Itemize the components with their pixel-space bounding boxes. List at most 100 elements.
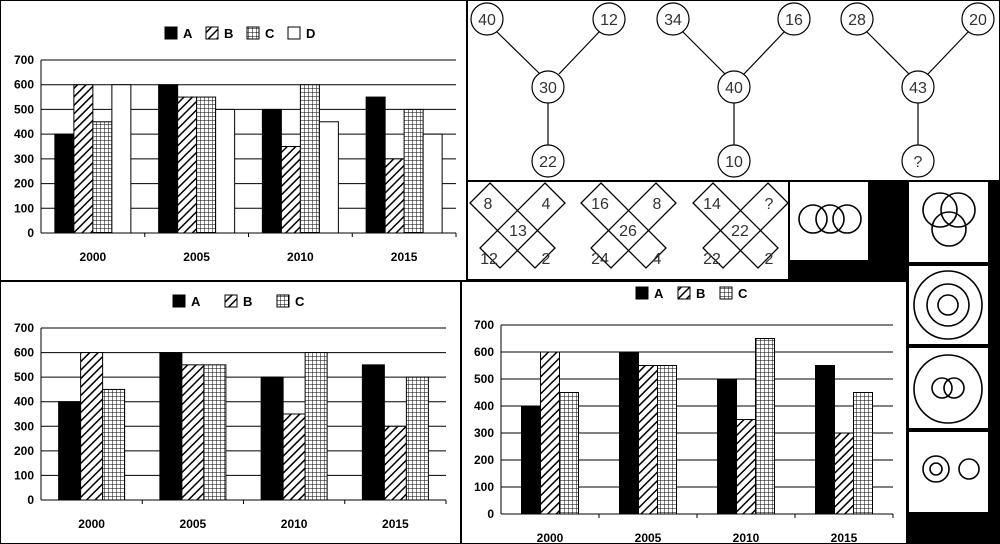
bar-a-2010 [260,376,284,501]
cross-puzzle-3: 14 ? 22 22 2 [692,182,789,269]
legend-label-a: A [654,286,664,301]
legend-label-b: B [243,294,252,309]
bar-c-2015 [853,392,873,515]
y-tick-label: 400 [14,127,34,141]
bar-a-2005 [619,351,639,515]
legend-swatch-c [719,286,733,300]
x-tick-label: 2000 [78,517,105,531]
tree-3-right-number: 20 [969,12,987,29]
option-panel-3 [909,348,988,428]
y-tick-label: 700 [474,318,494,332]
x-tick-label: 2015 [831,531,858,544]
x-tick-label: 2015 [391,250,418,264]
circles-option-panel [790,182,868,260]
y-tick-label: 700 [14,321,34,335]
bar-d-2000 [111,84,132,234]
y-tick-label: 400 [14,395,34,409]
cross-3-top-left: 14 [703,196,721,213]
tree-3-left-number: 28 [848,12,866,29]
option-panel-2 [909,266,988,344]
bar-a-2015 [365,96,386,234]
y-tick-label: 500 [14,102,34,116]
y-tick-label: 100 [14,468,34,482]
three-chained-circles-diagram [798,204,862,234]
legend-label-d: D [306,26,315,41]
legend-swatch-b [205,26,219,40]
y-tick-label: 400 [474,399,494,413]
legend-label-c: C [265,26,275,41]
y-tick-label: 700 [14,53,34,67]
bar-b-2015 [383,425,407,501]
x-tick-label: 2005 [180,517,207,531]
bar-c-2005 [203,364,227,501]
tree-puzzle-2: 34 16 40 10 [656,2,811,178]
x-tick-label: 2010 [281,517,308,531]
bar-d-2005 [215,108,236,234]
tree-2-bottom-number: 10 [725,154,743,171]
legend-label-a: A [183,26,193,41]
bar-a-2015 [815,365,835,515]
bar-b-2010 [280,146,301,234]
y-tick-label: 600 [14,78,34,92]
y-tick-label: 0 [27,226,34,240]
y-tick-label: 600 [474,345,494,359]
option-4-separate-circles [922,455,980,483]
option-1-venn-diagram [922,192,976,247]
bar-d-2015 [422,133,443,234]
bar-c-2010 [299,84,320,234]
y-tick-label: 200 [14,444,34,458]
bar-c-2005 [196,96,217,234]
bar-a-2010 [261,108,282,234]
tree-1-bottom-number: 22 [539,154,557,171]
bar-c-2000 [92,121,113,234]
cross-3-top-right: ? [765,196,774,213]
bar-a-2005 [159,352,183,501]
bar-b-2000 [540,351,560,515]
bar-b-2005 [181,364,205,501]
bar-b-2005 [177,96,198,234]
bar-c-2015 [403,108,424,234]
cross-puzzle-1: 8 4 13 12 2 [469,182,566,269]
cross-1-center: 13 [509,223,527,240]
x-tick-label: 2000 [537,531,564,544]
tree-puzzle-3: 28 20 43 ? [840,2,995,178]
chart-top-left: 0 100 200 300 400 500 600 700 2000 2005 2010 2015 A B… [14,26,457,264]
cross-2-center: 26 [619,223,637,240]
legend-swatch-c [246,26,260,40]
bar-a-2015 [361,364,385,501]
crosses-panel [468,182,788,279]
tree-2-left-number: 34 [664,12,682,29]
cross-2-top-right: 8 [653,196,662,213]
legend-swatch-c [276,294,290,308]
legend-swatch-a [635,286,649,300]
bar-b-2015 [834,432,854,515]
bar-b-2000 [80,352,104,501]
tree-1-left-number: 40 [478,12,496,29]
legend-label-c: C [738,286,748,301]
tree-3-center-number: 43 [909,80,927,97]
tree-3-bottom-number: ? [914,154,923,171]
x-tick-label: 2010 [733,531,760,544]
option-2-concentric-circles [913,270,983,340]
legend-swatch-a [164,26,178,40]
option-3-circle-in-circle [913,354,983,424]
legend-swatch-b [677,286,691,300]
cross-3-center: 22 [731,223,749,240]
bar-a-2005 [158,84,179,234]
x-tick-label: 2010 [287,250,314,264]
bar-c-2010 [304,352,328,501]
x-tick-label: 2005 [183,250,210,264]
y-tick-label: 200 [474,453,494,467]
legend-label-b: B [696,286,705,301]
bar-c-2005 [657,365,677,515]
tree-2-center-number: 40 [725,80,743,97]
bar-a-2000 [54,133,75,234]
cross-3-bottom-left: 22 [703,251,721,268]
bar-d-2010 [318,121,339,234]
chart-bottom-left: 0 100 200 300 400 500 600 700 2000 2005 2010 2015 A B… [14,294,447,531]
y-tick-label: 300 [474,426,494,440]
y-tick-label: 300 [14,419,34,433]
legend-label-c: C [295,294,305,309]
legend-label-b: B [224,26,233,41]
bar-b-2005 [638,365,658,515]
